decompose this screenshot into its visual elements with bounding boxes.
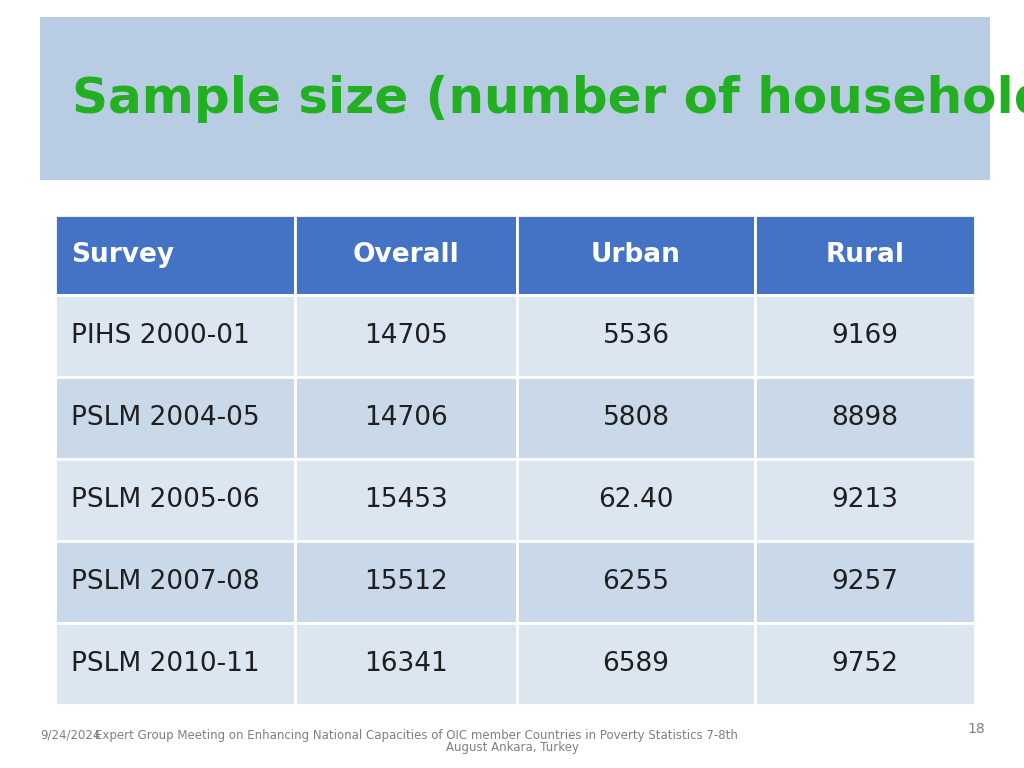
Bar bbox=[517, 295, 755, 377]
Bar bbox=[40, 17, 990, 180]
Bar bbox=[55, 215, 295, 295]
Bar bbox=[755, 459, 975, 541]
Text: 18: 18 bbox=[968, 722, 985, 736]
Bar bbox=[295, 541, 517, 623]
Text: 16341: 16341 bbox=[365, 651, 447, 677]
Text: 62.40: 62.40 bbox=[598, 487, 674, 513]
Bar bbox=[755, 623, 975, 705]
Bar bbox=[55, 541, 295, 623]
Text: 9/24/2024: 9/24/2024 bbox=[40, 729, 100, 741]
Bar bbox=[295, 215, 517, 295]
Text: 6589: 6589 bbox=[602, 651, 670, 677]
Text: Survey: Survey bbox=[71, 242, 174, 268]
Text: 9752: 9752 bbox=[831, 651, 898, 677]
Bar bbox=[295, 623, 517, 705]
Bar bbox=[55, 459, 295, 541]
Text: PSLM 2005-06: PSLM 2005-06 bbox=[71, 487, 260, 513]
Text: PSLM 2004-05: PSLM 2004-05 bbox=[71, 405, 260, 431]
Text: 14705: 14705 bbox=[365, 323, 447, 349]
Text: Overall: Overall bbox=[352, 242, 460, 268]
Bar bbox=[55, 623, 295, 705]
Text: 9213: 9213 bbox=[831, 487, 898, 513]
Bar bbox=[755, 215, 975, 295]
Text: Urban: Urban bbox=[591, 242, 681, 268]
Text: PIHS 2000-01: PIHS 2000-01 bbox=[71, 323, 250, 349]
Bar bbox=[517, 459, 755, 541]
Text: 14706: 14706 bbox=[365, 405, 447, 431]
Text: 5808: 5808 bbox=[602, 405, 670, 431]
Text: 9169: 9169 bbox=[831, 323, 898, 349]
Text: August Ankara, Turkey: August Ankara, Turkey bbox=[445, 741, 579, 754]
Text: 8898: 8898 bbox=[831, 405, 898, 431]
Text: Expert Group Meeting on Enhancing National Capacities of OIC member Countries in: Expert Group Meeting on Enhancing Nation… bbox=[95, 729, 738, 741]
Bar bbox=[295, 377, 517, 459]
Text: PSLM 2007-08: PSLM 2007-08 bbox=[71, 569, 260, 595]
Bar bbox=[295, 459, 517, 541]
Bar bbox=[55, 377, 295, 459]
Text: 15453: 15453 bbox=[365, 487, 447, 513]
Text: 5536: 5536 bbox=[602, 323, 670, 349]
Text: 6255: 6255 bbox=[602, 569, 670, 595]
Bar bbox=[755, 541, 975, 623]
Bar bbox=[517, 215, 755, 295]
Bar bbox=[55, 295, 295, 377]
Bar bbox=[295, 295, 517, 377]
Bar bbox=[755, 377, 975, 459]
Bar bbox=[517, 377, 755, 459]
Text: 9257: 9257 bbox=[831, 569, 898, 595]
Bar bbox=[517, 541, 755, 623]
Text: 15512: 15512 bbox=[365, 569, 447, 595]
Text: PSLM 2010-11: PSLM 2010-11 bbox=[71, 651, 260, 677]
Bar bbox=[755, 295, 975, 377]
Text: Rural: Rural bbox=[825, 242, 904, 268]
Text: Sample size (number of households): Sample size (number of households) bbox=[72, 75, 1024, 123]
Bar bbox=[517, 623, 755, 705]
